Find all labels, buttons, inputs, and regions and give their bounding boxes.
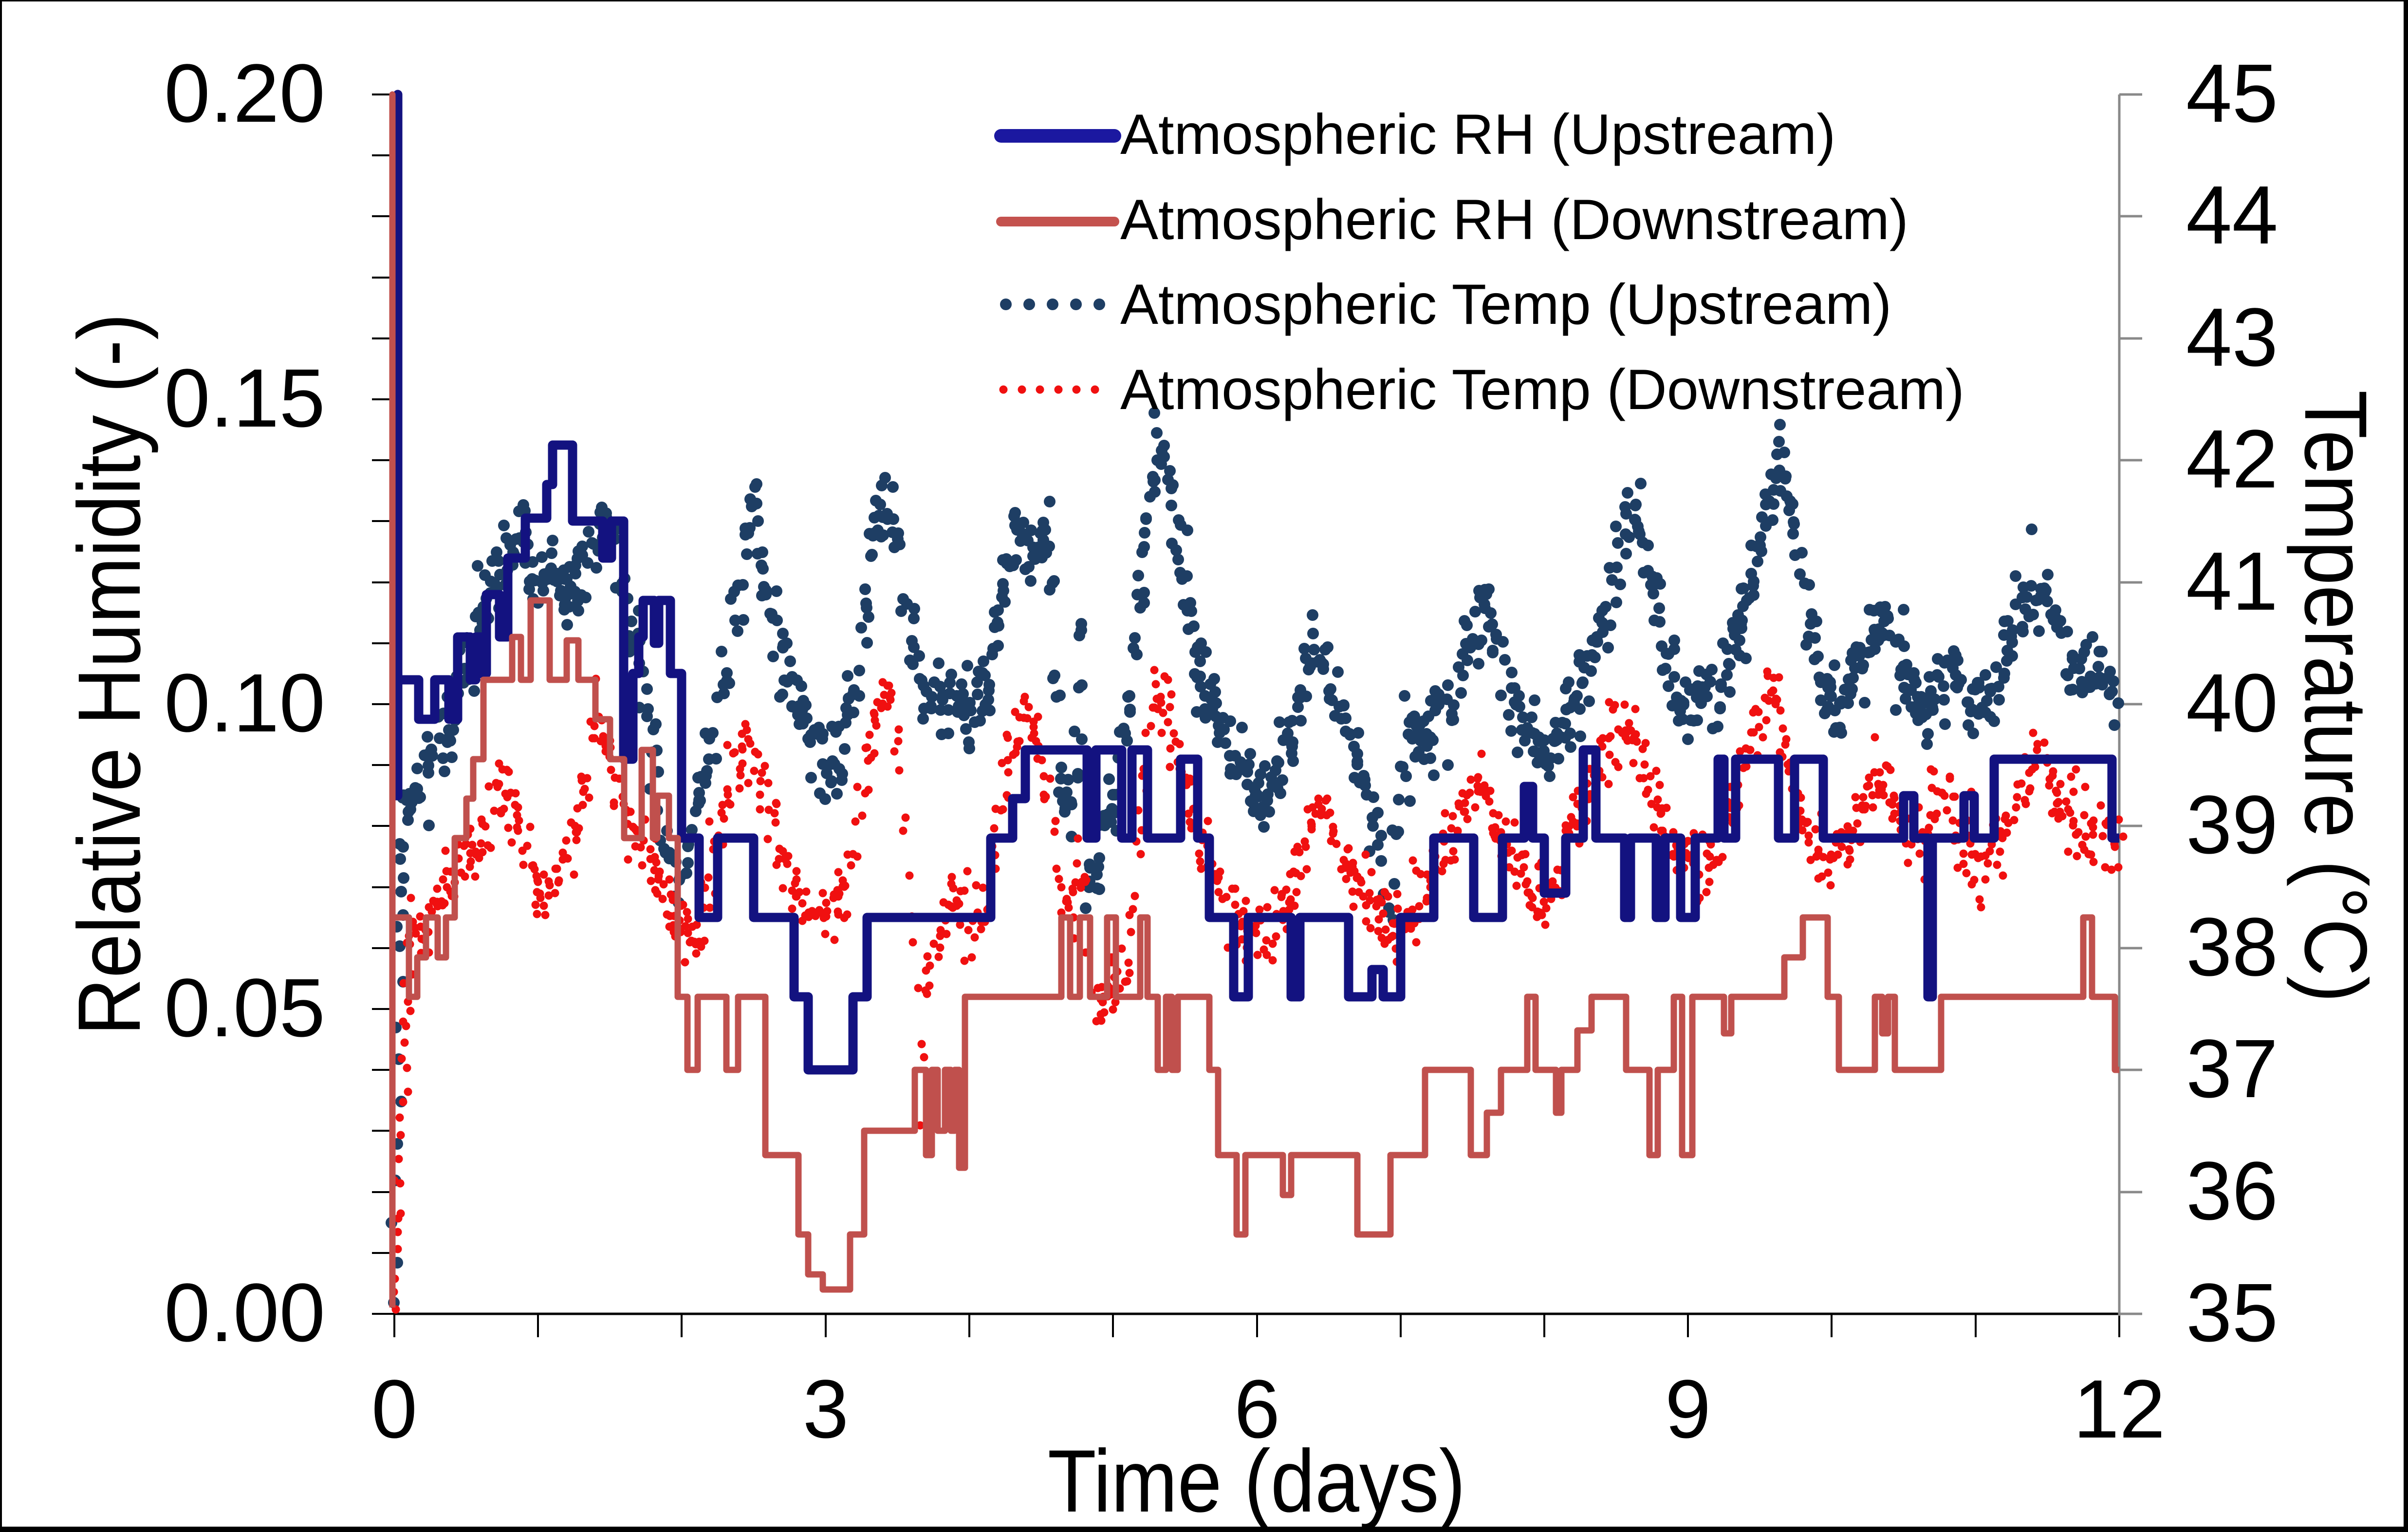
svg-text:0.10: 0.10 xyxy=(164,657,325,749)
svg-text:41: 41 xyxy=(2186,535,2278,628)
svg-text:Atmospheric Temp (Upstream): Atmospheric Temp (Upstream) xyxy=(1120,272,1891,336)
svg-text:0: 0 xyxy=(371,1363,418,1456)
svg-text:0.15: 0.15 xyxy=(164,352,325,445)
svg-text:9: 9 xyxy=(1665,1363,1711,1456)
svg-text:43: 43 xyxy=(2186,291,2278,384)
svg-text:40: 40 xyxy=(2186,657,2278,749)
svg-text:39: 39 xyxy=(2186,779,2278,871)
svg-text:6: 6 xyxy=(1234,1363,1280,1456)
svg-text:Atmospheric RH (Upstream): Atmospheric RH (Upstream) xyxy=(1120,102,1835,166)
svg-text:0.00: 0.00 xyxy=(164,1267,325,1359)
svg-text:44: 44 xyxy=(2186,169,2278,262)
svg-text:Relative Humidity (-): Relative Humidity (-) xyxy=(59,313,159,1035)
svg-text:36: 36 xyxy=(2186,1145,2278,1237)
svg-text:0.20: 0.20 xyxy=(164,47,325,140)
svg-text:Atmospheric RH (Downstream): Atmospheric RH (Downstream) xyxy=(1120,187,1908,251)
svg-text:Atmospheric Temp (Downstream): Atmospheric Temp (Downstream) xyxy=(1120,357,1964,421)
svg-text:3: 3 xyxy=(803,1363,849,1456)
svg-text:0.05: 0.05 xyxy=(164,962,325,1054)
svg-text:35: 35 xyxy=(2186,1267,2278,1359)
svg-text:12: 12 xyxy=(2073,1363,2165,1456)
svg-text:38: 38 xyxy=(2186,901,2278,993)
svg-text:45: 45 xyxy=(2186,47,2278,140)
svg-text:Time (days): Time (days) xyxy=(1048,1431,1465,1531)
svg-text:42: 42 xyxy=(2186,413,2278,505)
svg-text:37: 37 xyxy=(2186,1023,2278,1115)
svg-text:Temperature (°C): Temperature (°C) xyxy=(2286,390,2386,1003)
